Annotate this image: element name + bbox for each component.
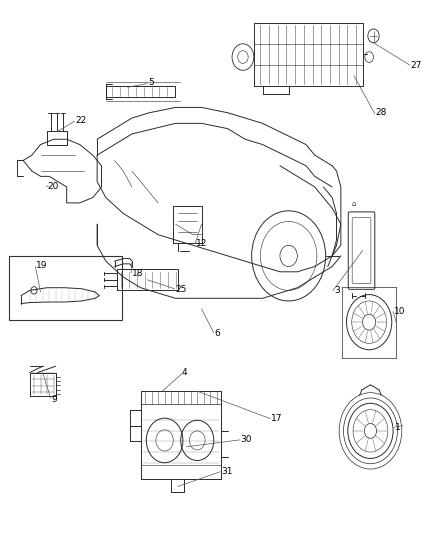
Text: 3: 3: [334, 286, 339, 295]
Text: 27: 27: [410, 61, 422, 69]
Text: 25: 25: [176, 285, 187, 294]
Text: 4: 4: [182, 368, 187, 377]
Text: 9: 9: [51, 394, 57, 403]
Text: 19: 19: [36, 261, 48, 270]
Text: 30: 30: [241, 435, 252, 445]
Text: 28: 28: [376, 108, 387, 117]
Text: 6: 6: [215, 329, 220, 338]
Text: 20: 20: [47, 182, 58, 191]
Text: 5: 5: [148, 78, 154, 87]
Text: 22: 22: [75, 116, 87, 125]
Text: 1: 1: [395, 423, 401, 432]
Text: 17: 17: [271, 414, 283, 423]
Text: ⌂: ⌂: [352, 200, 356, 206]
Text: 18: 18: [132, 269, 144, 278]
Text: 31: 31: [221, 467, 233, 476]
Text: 10: 10: [394, 307, 406, 316]
Bar: [9, 256, 122, 319]
Text: 12: 12: [196, 239, 207, 248]
